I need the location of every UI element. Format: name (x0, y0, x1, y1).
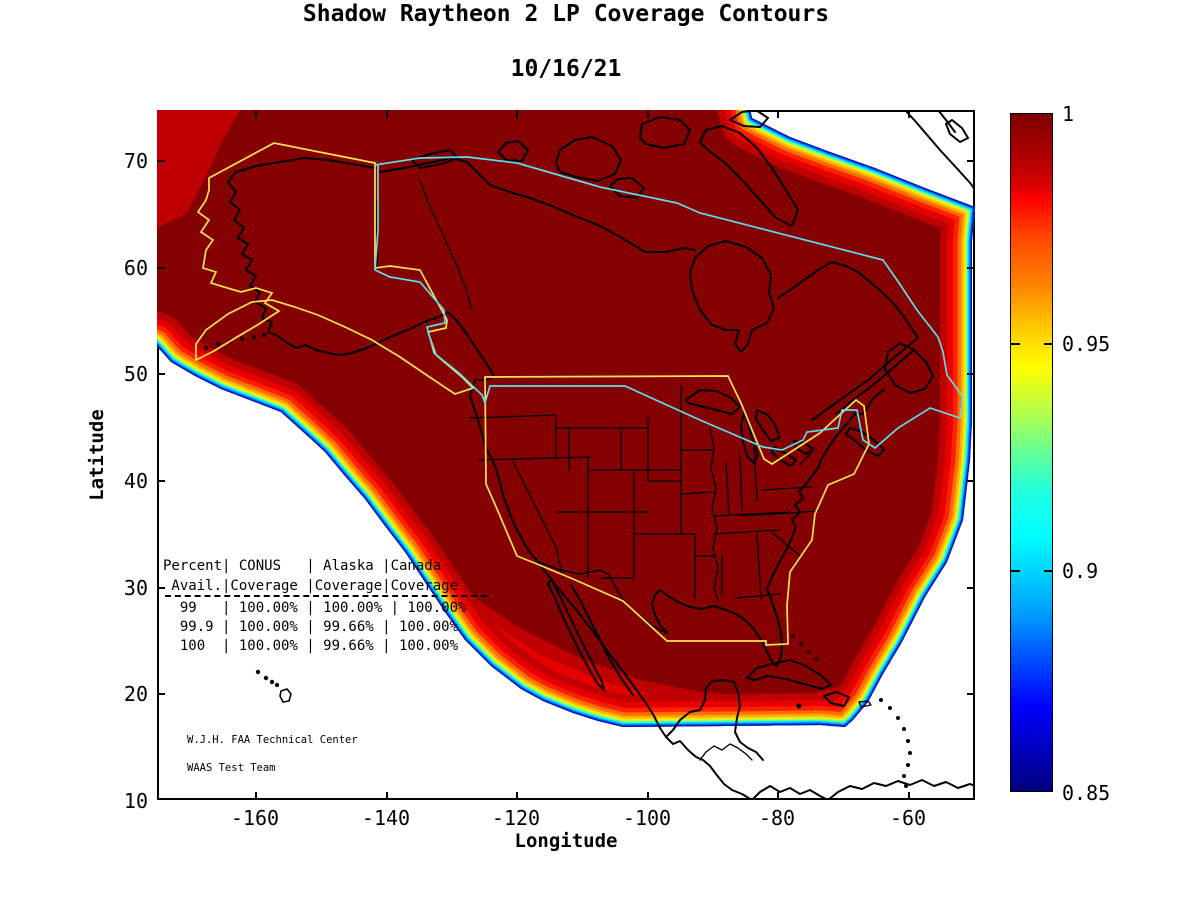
x-tick (386, 792, 388, 800)
y-tick-label: 30 (123, 576, 148, 600)
y-tick (157, 693, 165, 695)
x-tick (777, 792, 779, 800)
availability-table-line: Percent| CONUS | Alaska |Canada (163, 558, 442, 574)
y-tick (157, 587, 165, 589)
y-tick-right (967, 693, 975, 695)
y-tick (157, 160, 165, 162)
x-axis-label: Longitude (514, 830, 618, 852)
x-tick-top (516, 110, 518, 118)
y-tick-label: 60 (123, 256, 148, 280)
colorbar-tick (1044, 343, 1053, 345)
colorbar-tick (1044, 570, 1053, 572)
y-tick (157, 480, 165, 482)
y-tick (157, 373, 165, 375)
y-tick-label: 50 (123, 362, 148, 386)
canada-boundary (374, 156, 964, 451)
x-tick-label: -140 (361, 806, 411, 830)
colorbar-tick-label: 1 (1062, 102, 1075, 126)
alaska-boundary (195, 142, 475, 395)
conus-boundary (484, 375, 870, 646)
y-tick-right (967, 267, 975, 269)
x-tick-label: -60 (889, 806, 927, 830)
y-tick-label: 10 (123, 789, 148, 813)
credit-annotation: W.J.H. FAA Technical Center WAAS Test Te… (187, 733, 358, 775)
colorbar-tick (1011, 343, 1020, 345)
contour-bands (157, 110, 975, 727)
x-tick-label: -120 (491, 806, 541, 830)
colorbar-tick-label: 0.95 (1062, 332, 1111, 356)
x-tick-top (647, 110, 649, 118)
availability-table-line: 99.9 | 100.00% | 99.66% | 100.00% (163, 619, 459, 635)
title-line1: Shadow Raytheon 2 LP Coverage Contours (302, 1, 830, 27)
y-tick-right (967, 373, 975, 375)
x-tick-top (386, 110, 388, 118)
y-tick-right (967, 587, 975, 589)
y-tick-label: 20 (123, 682, 148, 706)
coverage-map (157, 110, 975, 800)
x-tick-label: -80 (758, 806, 796, 830)
x-tick (908, 792, 910, 800)
x-tick (255, 792, 257, 800)
x-tick-top (255, 110, 257, 118)
coastlines (204, 110, 975, 800)
x-tick-top (908, 110, 910, 118)
colorbar (1010, 113, 1053, 792)
colorbar-tick (1011, 570, 1020, 572)
title-line2: 10/16/21 (510, 56, 622, 82)
x-tick-label: -160 (230, 806, 280, 830)
credit-line1: W.J.H. FAA Technical Center (187, 734, 358, 746)
y-tick-right (967, 160, 975, 162)
x-tick (647, 792, 649, 800)
y-tick-right (967, 480, 975, 482)
colorbar-tick-label: 0.9 (1062, 559, 1099, 583)
availability-table-line: 99 | 100.00% | 100.00% | 100.00% (163, 600, 467, 616)
y-tick-label: 40 (123, 469, 148, 493)
x-tick-label: -100 (622, 806, 672, 830)
availability-table-line: Avail.|Coverage |Coverage|Coverage (163, 578, 459, 594)
x-tick (516, 792, 518, 800)
x-tick-top (777, 110, 779, 118)
y-tick-label: 70 (123, 149, 148, 173)
colorbar-tick-label: 0.85 (1062, 781, 1111, 805)
credit-line2: WAAS Test Team (187, 762, 276, 774)
availability-table-line: 100 | 100.00% | 99.66% | 100.00% (163, 638, 459, 654)
y-tick (157, 267, 165, 269)
table-divider (165, 595, 487, 597)
